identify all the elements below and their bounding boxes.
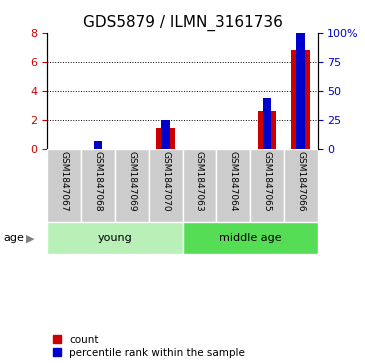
Text: GSM1847068: GSM1847068 xyxy=(93,151,103,212)
Text: ▶: ▶ xyxy=(26,233,35,243)
Text: GSM1847063: GSM1847063 xyxy=(195,151,204,212)
Bar xyxy=(296,33,305,149)
Bar xyxy=(182,149,216,223)
Bar xyxy=(258,111,276,149)
Text: GSM1847065: GSM1847065 xyxy=(262,151,272,212)
Legend: count, percentile rank within the sample: count, percentile rank within the sample xyxy=(53,335,245,358)
Bar xyxy=(284,149,318,223)
Bar xyxy=(263,98,271,149)
Text: GSM1847067: GSM1847067 xyxy=(60,151,69,212)
Text: GSM1847066: GSM1847066 xyxy=(296,151,305,212)
Title: GDS5879 / ILMN_3161736: GDS5879 / ILMN_3161736 xyxy=(82,15,283,31)
Text: GSM1847064: GSM1847064 xyxy=(228,151,238,211)
Bar xyxy=(161,120,170,149)
Text: GSM1847070: GSM1847070 xyxy=(161,151,170,212)
Text: GSM1847069: GSM1847069 xyxy=(127,151,137,212)
Bar xyxy=(250,149,284,223)
Bar xyxy=(156,129,175,149)
Text: young: young xyxy=(97,233,132,243)
Text: age: age xyxy=(4,233,24,243)
Bar xyxy=(291,50,310,149)
Bar xyxy=(115,149,149,223)
Text: middle age: middle age xyxy=(219,233,281,243)
Bar xyxy=(47,223,182,254)
Bar xyxy=(182,223,318,254)
Bar xyxy=(47,149,81,223)
Bar xyxy=(149,149,182,223)
Bar xyxy=(94,141,102,149)
Bar xyxy=(216,149,250,223)
Bar xyxy=(81,149,115,223)
